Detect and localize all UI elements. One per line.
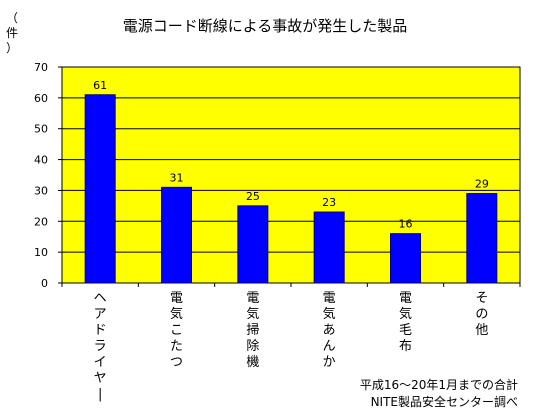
note-line: 平成16～20年1月までの合計 bbox=[360, 377, 518, 392]
data-label: 29 bbox=[475, 178, 489, 191]
y-axis-title: （件） bbox=[6, 11, 18, 55]
bar bbox=[161, 186, 192, 284]
y-tick-label: 30 bbox=[34, 184, 48, 197]
y-tick-label: 50 bbox=[34, 123, 48, 136]
bar bbox=[313, 211, 345, 284]
x-tick-label: 電気掃除機 bbox=[246, 291, 259, 370]
note-line: NITE製品安全センター調べ bbox=[371, 394, 518, 409]
bar bbox=[237, 205, 269, 284]
data-label: 31 bbox=[170, 171, 184, 184]
y-tick-label: 10 bbox=[34, 246, 48, 259]
bar bbox=[84, 94, 116, 284]
y-tick-label: 20 bbox=[34, 215, 48, 228]
chart-title: 電源コード断線による事故が発生した製品 bbox=[123, 17, 408, 35]
x-tick-label: その他 bbox=[475, 291, 488, 338]
x-tick-label: 電気毛布 bbox=[399, 291, 412, 354]
y-axis-label: （件） bbox=[6, 11, 18, 55]
data-label: 25 bbox=[246, 190, 260, 203]
x-tick-label: ヘアドライヤ| bbox=[94, 291, 107, 402]
data-label: 61 bbox=[93, 79, 107, 92]
data-label: 16 bbox=[399, 218, 413, 231]
y-tick-label: 60 bbox=[34, 92, 48, 105]
x-tick-label: 電気あんか bbox=[323, 291, 336, 370]
plot-background bbox=[61, 66, 521, 284]
source-note: 平成16～20年1月までの合計 NITE製品安全センター調べ bbox=[360, 377, 518, 409]
bar bbox=[466, 193, 498, 284]
y-tick-label: 40 bbox=[34, 154, 48, 167]
y-tick-label: 0 bbox=[41, 277, 48, 290]
bar bbox=[390, 233, 421, 284]
x-tick-label: 電気こたつ bbox=[170, 291, 183, 370]
data-label: 23 bbox=[322, 196, 336, 209]
plot-area: 0 10 20 30 40 50 60 70 61 ヘアドライヤ| 31 電気こたつ 25 電気掃除機 23… bbox=[34, 61, 521, 402]
y-tick-label: 70 bbox=[34, 61, 48, 74]
